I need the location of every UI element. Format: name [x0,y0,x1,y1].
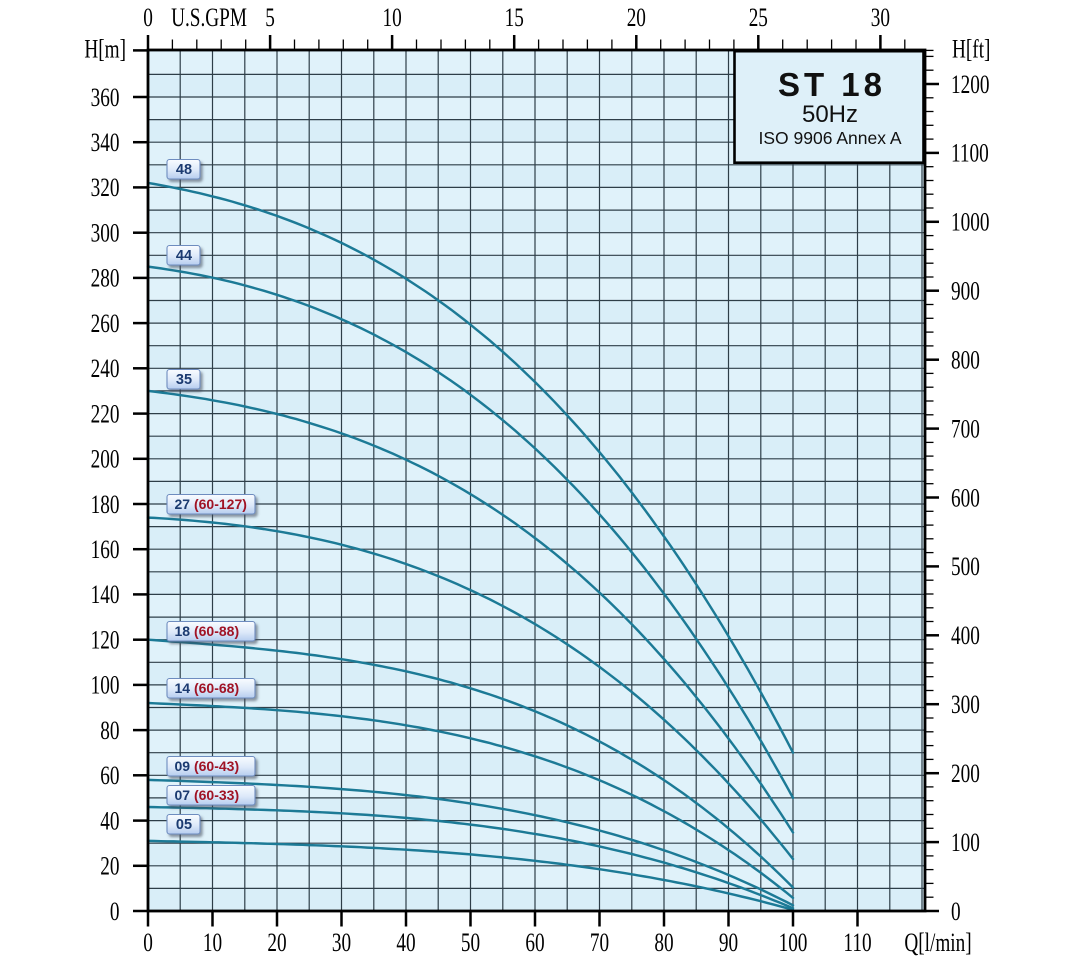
svg-text:15: 15 [505,3,524,31]
svg-text:300: 300 [951,690,980,718]
svg-text:160: 160 [91,535,120,563]
svg-text:300: 300 [91,219,120,247]
svg-text:100: 100 [91,671,120,699]
svg-text:280: 280 [91,264,120,292]
svg-text:14 (60-68): 14 (60-68) [175,680,240,696]
svg-text:800: 800 [951,346,980,374]
svg-text:200: 200 [91,445,120,473]
svg-text:0: 0 [951,897,961,925]
svg-text:50: 50 [461,928,480,956]
svg-text:90: 90 [719,928,738,956]
svg-text:07 (60-33): 07 (60-33) [175,787,240,803]
svg-text:70: 70 [590,928,609,956]
svg-text:120: 120 [91,626,120,654]
svg-text:20: 20 [100,852,119,880]
svg-text:20: 20 [267,928,286,956]
svg-text:H[ft]: H[ft] [952,35,990,63]
svg-text:400: 400 [951,621,980,649]
svg-text:30: 30 [332,928,351,956]
svg-text:80: 80 [100,716,119,744]
svg-text:220: 220 [91,400,120,428]
svg-text:0: 0 [143,928,153,956]
svg-text:U.S.GPM: U.S.GPM [171,3,247,31]
svg-text:1100: 1100 [951,139,989,167]
svg-text:360: 360 [91,83,120,111]
svg-text:10: 10 [382,3,401,31]
svg-text:48: 48 [176,162,192,178]
svg-text:44: 44 [176,248,192,264]
svg-text:05: 05 [176,817,192,833]
svg-text:500: 500 [951,552,980,580]
svg-text:140: 140 [91,580,120,608]
svg-text:10: 10 [203,928,222,956]
svg-text:18 (60-88): 18 (60-88) [175,623,240,639]
svg-text:ISO 9906 Annex A: ISO 9906 Annex A [758,128,901,148]
svg-text:20: 20 [627,3,646,31]
svg-text:60: 60 [525,928,544,956]
svg-text:100: 100 [951,828,980,856]
svg-text:900: 900 [951,277,980,305]
svg-text:0: 0 [110,897,120,925]
svg-text:09 (60-43): 09 (60-43) [175,758,240,774]
svg-text:260: 260 [91,309,120,337]
svg-text:700: 700 [951,415,980,443]
svg-text:1000: 1000 [951,208,989,236]
svg-text:50Hz: 50Hz [802,101,858,128]
svg-text:200: 200 [951,759,980,787]
svg-text:240: 240 [91,354,120,382]
svg-text:600: 600 [951,484,980,512]
svg-text:35: 35 [176,372,192,388]
svg-text:0: 0 [143,3,153,31]
svg-text:Q[l/min]: Q[l/min] [904,928,971,956]
svg-text:5: 5 [265,3,275,31]
svg-text:40: 40 [396,928,415,956]
svg-text:40: 40 [100,807,119,835]
svg-text:27 (60-127): 27 (60-127) [175,496,247,512]
svg-text:320: 320 [91,173,120,201]
svg-text:1200: 1200 [951,70,989,98]
svg-text:340: 340 [91,128,120,156]
svg-text:30: 30 [871,3,890,31]
svg-text:60: 60 [100,761,119,789]
svg-text:180: 180 [91,490,120,518]
svg-text:100: 100 [779,928,808,956]
svg-text:110: 110 [843,928,871,956]
svg-text:ST 18: ST 18 [778,66,886,103]
svg-text:25: 25 [749,3,768,31]
svg-text:80: 80 [654,928,673,956]
svg-text:H[m]: H[m] [84,35,126,63]
